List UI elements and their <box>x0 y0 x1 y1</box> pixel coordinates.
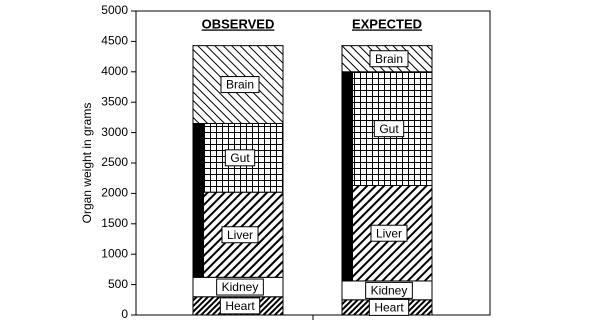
segment-label: Gut <box>379 122 399 136</box>
y-tick-label: 1000 <box>101 246 128 260</box>
segment-label: Brain <box>375 52 403 66</box>
segment-label: Kidney <box>222 280 259 294</box>
y-tick-label: 3500 <box>101 94 128 108</box>
bar-segment <box>341 45 433 73</box>
segment-label-box <box>224 149 256 167</box>
category-header: EXPECTED <box>352 16 422 31</box>
segment-label-box <box>219 297 261 315</box>
plot-frame <box>135 10 491 316</box>
black-bar <box>342 73 353 281</box>
segment-label-box <box>370 224 408 242</box>
segment-label: Liver <box>227 228 253 242</box>
segment-label: Kidney <box>371 284 408 298</box>
segment-label-box <box>221 226 259 244</box>
segment-label-box <box>365 281 413 299</box>
y-tick-label: 4500 <box>101 34 128 48</box>
y-tick-label: 0 <box>121 307 128 320</box>
segment-label-box <box>216 278 264 296</box>
y-tick-label: 500 <box>108 277 128 291</box>
segment-label-box <box>369 50 409 68</box>
segment-label: Liver <box>376 226 402 240</box>
y-tick-label: 5000 <box>101 3 128 17</box>
y-tick-label: 2000 <box>101 186 128 200</box>
y-tick-label: 3000 <box>101 125 128 139</box>
y-tick-label: 1500 <box>101 216 128 230</box>
y-tick-label: 4000 <box>101 64 128 78</box>
y-tick-label: 2500 <box>101 155 128 169</box>
segment-label-box <box>220 76 260 94</box>
y-axis-label: Organ weight in grams <box>80 103 94 224</box>
segment-label: Gut <box>230 151 250 165</box>
black-bar <box>193 123 204 278</box>
segment-label-box <box>373 120 405 138</box>
segment-label-box <box>368 298 410 316</box>
segment-label: Heart <box>374 301 404 315</box>
category-header: OBSERVED <box>202 16 275 31</box>
segment-label: Heart <box>225 299 255 313</box>
segment-label: Brain <box>226 78 254 92</box>
